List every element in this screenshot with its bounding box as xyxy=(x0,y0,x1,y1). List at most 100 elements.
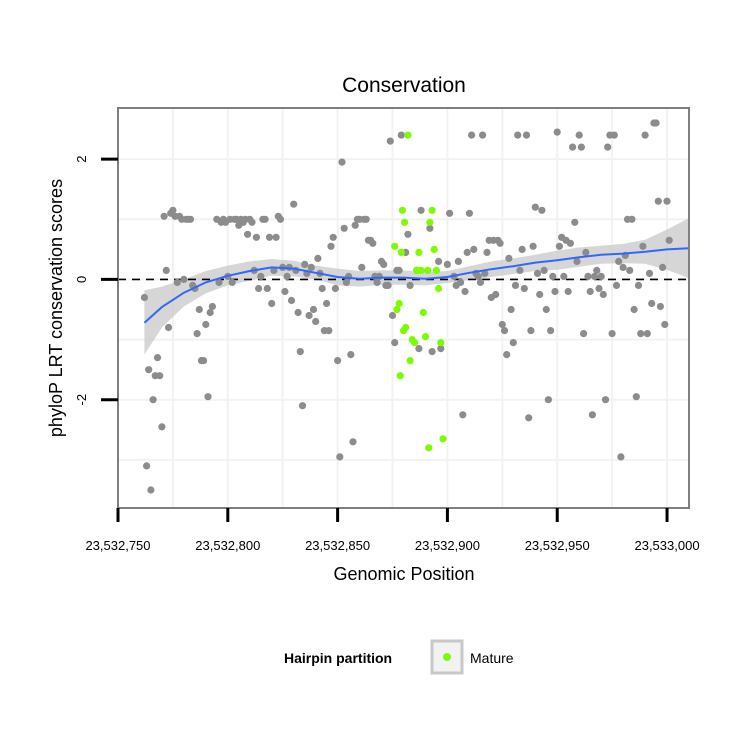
confidence-ribbon xyxy=(144,218,689,355)
point-other-194 xyxy=(593,266,601,274)
point-other-185 xyxy=(573,257,581,265)
point-other-122 xyxy=(417,206,425,214)
point-other-48 xyxy=(248,218,256,226)
x-axis: 23,532,750 23,532,800 23,532,850 23,532,900… xyxy=(85,508,700,553)
point-other-61 xyxy=(276,215,285,223)
point-other-116 xyxy=(397,131,405,139)
point-other-105 xyxy=(373,278,381,286)
point-other-157 xyxy=(511,281,520,289)
point-other-172 xyxy=(544,396,553,404)
x-tick-label-4: 23,532,950 xyxy=(525,538,590,553)
point-mature-16 xyxy=(419,308,427,317)
point-other-141 xyxy=(476,278,484,286)
point-other-171 xyxy=(542,305,550,314)
point-other-82 xyxy=(323,299,331,308)
point-other-198 xyxy=(601,396,610,404)
point-other-182 xyxy=(566,239,575,247)
point-mature-18 xyxy=(424,266,432,274)
x-tick-label-1: 23,532,800 xyxy=(195,538,260,553)
point-mature-22 xyxy=(430,245,438,253)
point-other-201 xyxy=(608,330,616,338)
point-other-159 xyxy=(516,266,524,274)
point-other-219 xyxy=(648,299,656,308)
point-other-3 xyxy=(147,486,155,494)
point-other-84 xyxy=(327,242,335,250)
point-other-90 xyxy=(340,224,348,232)
point-other-74 xyxy=(305,311,313,320)
point-mature-23 xyxy=(432,266,440,274)
point-other-190 xyxy=(584,272,592,280)
point-other-160 xyxy=(518,245,526,253)
x-tick-label-0: 23,532,750 xyxy=(85,538,150,553)
point-other-192 xyxy=(588,411,597,419)
x-axis-title: Genomic Position xyxy=(333,564,474,584)
point-other-158 xyxy=(514,131,522,139)
y-tick-label-0: -2 xyxy=(74,394,89,406)
point-other-132 xyxy=(457,278,465,286)
point-mature-26 xyxy=(439,435,447,443)
point-other-138 xyxy=(470,245,478,253)
x-tick-label-5: 23,533,000 xyxy=(634,538,699,553)
point-other-162 xyxy=(522,131,531,139)
point-other-134 xyxy=(461,287,469,296)
point-other-113 xyxy=(391,339,399,347)
point-other-225 xyxy=(661,320,669,329)
point-other-176 xyxy=(553,128,561,136)
y-tick-label-1: 0 xyxy=(74,276,89,283)
point-other-191 xyxy=(586,287,594,296)
point-other-206 xyxy=(619,263,627,271)
point-other-2 xyxy=(145,366,153,374)
point-other-112 xyxy=(388,311,397,320)
point-other-98 xyxy=(358,263,366,271)
point-mature-10 xyxy=(406,357,414,365)
point-mature-0 xyxy=(391,242,399,250)
x-tick-label-2: 23,532,850 xyxy=(305,538,370,553)
point-other-91 xyxy=(342,278,350,286)
point-other-30 xyxy=(206,308,214,317)
point-other-222 xyxy=(654,197,662,205)
point-other-85 xyxy=(329,233,337,241)
point-other-33 xyxy=(215,278,223,286)
point-other-69 xyxy=(294,308,302,317)
point-other-0 xyxy=(140,293,148,302)
point-other-137 xyxy=(468,131,476,139)
point-other-166 xyxy=(531,203,539,211)
point-other-6 xyxy=(153,354,162,362)
point-other-216 xyxy=(641,131,649,139)
point-other-177 xyxy=(555,242,564,250)
y-axis: -2 0 2 xyxy=(74,156,118,406)
point-other-183 xyxy=(569,143,577,151)
point-other-59 xyxy=(272,233,280,241)
point-other-21 xyxy=(186,215,195,223)
point-other-203 xyxy=(612,281,621,289)
point-other-189 xyxy=(582,248,590,256)
point-other-186 xyxy=(575,131,583,139)
point-mature-12 xyxy=(410,339,419,347)
point-other-174 xyxy=(549,272,557,280)
point-other-121 xyxy=(415,345,423,353)
point-other-210 xyxy=(628,215,636,223)
point-other-164 xyxy=(527,327,535,335)
point-mature-7 xyxy=(401,218,409,226)
point-other-151 xyxy=(498,320,506,329)
point-other-46 xyxy=(244,230,252,238)
point-other-156 xyxy=(509,339,517,347)
point-mature-8 xyxy=(402,323,410,332)
point-other-136 xyxy=(465,209,473,217)
point-other-100 xyxy=(362,215,370,223)
chart-title: Conservation xyxy=(342,74,466,97)
point-other-181 xyxy=(564,287,572,296)
panel-border xyxy=(117,107,690,509)
point-other-179 xyxy=(560,272,568,280)
point-other-63 xyxy=(281,287,289,296)
point-other-213 xyxy=(634,281,643,289)
point-other-204 xyxy=(615,257,623,265)
point-other-218 xyxy=(645,269,654,277)
point-other-11 xyxy=(164,323,173,332)
point-mature-1 xyxy=(393,305,401,314)
point-mature-24 xyxy=(435,284,443,293)
point-other-29 xyxy=(204,393,212,401)
smooth-line-layer xyxy=(143,247,690,324)
point-other-226 xyxy=(663,197,671,205)
